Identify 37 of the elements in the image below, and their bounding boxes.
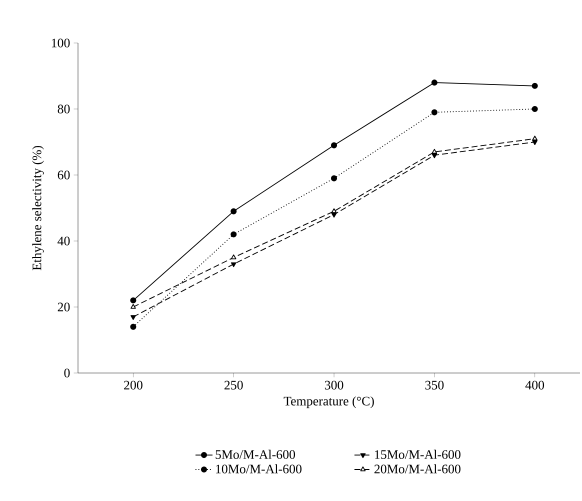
legend-label: 20Mo/M-Al-600 <box>374 464 460 474</box>
y-tick-label: 60 <box>58 170 70 180</box>
point <box>130 297 136 304</box>
point <box>230 231 237 238</box>
point <box>431 80 438 86</box>
y-tick-label: 100 <box>52 38 70 48</box>
x-tick-label: 350 <box>425 380 444 390</box>
point <box>432 148 438 154</box>
point <box>431 109 438 116</box>
x-tick-label: 400 <box>525 380 544 390</box>
point <box>532 82 538 89</box>
point <box>330 175 338 182</box>
y-tick-label: 80 <box>58 104 70 114</box>
legend-label: 5Mo/M-Al-600 <box>216 450 296 459</box>
legend-label: 10Mo/M-Al-600 <box>216 464 302 474</box>
y-axis-title: Ethylene selectivity (%) <box>32 146 44 270</box>
y-tick-label: 20 <box>58 302 70 312</box>
point <box>130 324 136 330</box>
point <box>432 153 438 158</box>
point <box>331 208 337 214</box>
legend-label: 15Mo/M-Al-600 <box>375 450 460 459</box>
point <box>532 136 538 140</box>
x-tick-label: 300 <box>324 380 344 390</box>
point <box>532 106 538 112</box>
point <box>331 212 337 218</box>
point <box>130 304 136 309</box>
y-tick-label: 0 <box>64 368 70 378</box>
point <box>330 142 338 148</box>
x-tick-label: 250 <box>224 380 243 390</box>
point <box>230 208 237 214</box>
x-tick-label: 200 <box>124 380 142 390</box>
point <box>230 254 236 260</box>
x-axis-title: Temperature (°C) <box>284 396 374 408</box>
point <box>532 140 538 146</box>
point <box>130 315 136 320</box>
y-tick-label: 40 <box>58 236 70 246</box>
point <box>230 262 236 268</box>
